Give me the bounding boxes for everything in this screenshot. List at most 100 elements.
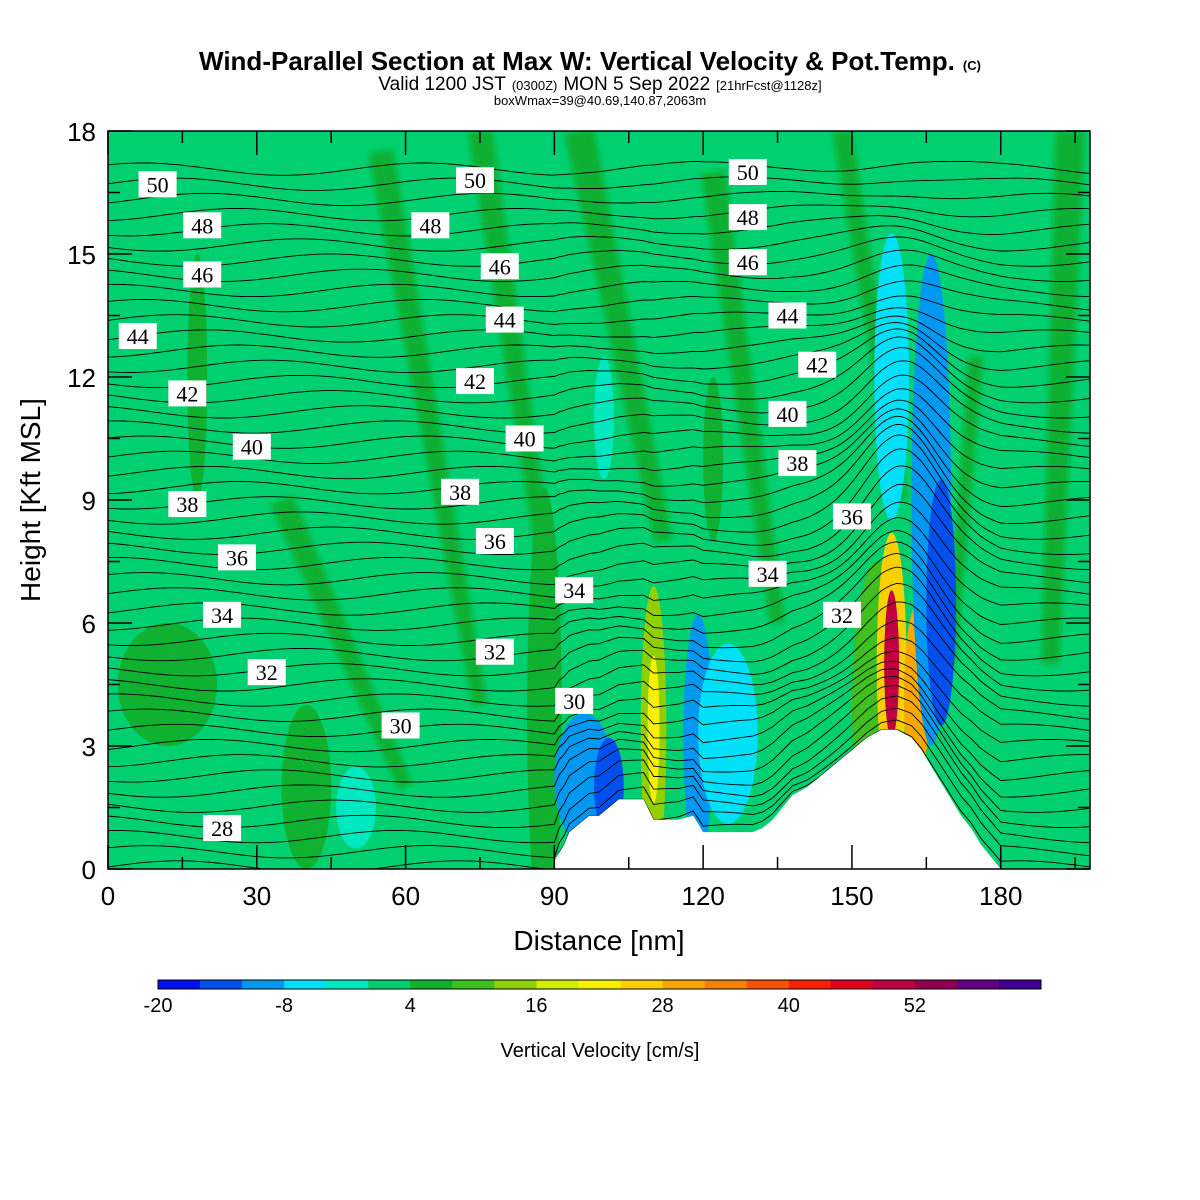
contour-label: 38 bbox=[449, 480, 471, 505]
theta-contour bbox=[108, 465, 1090, 571]
colorbar-swatch bbox=[200, 980, 243, 989]
contour-label-box bbox=[555, 577, 594, 604]
chart-title: Wind-Parallel Section at Max W: Vertical… bbox=[199, 46, 981, 76]
x-tick-label: 60 bbox=[391, 881, 420, 911]
velocity-cell bbox=[647, 655, 660, 804]
theta-contour bbox=[108, 529, 1090, 631]
theta-contour bbox=[108, 315, 1090, 358]
contour-label: 30 bbox=[390, 714, 412, 739]
colorbar-swatch bbox=[242, 980, 285, 989]
theta-contour bbox=[108, 695, 1090, 829]
x-tick-labels: 0 30 60 90 120 150 180 bbox=[101, 881, 1023, 911]
velocity-cell bbox=[187, 254, 208, 500]
axis-ticks bbox=[107, 130, 1090, 870]
contour-label-box bbox=[381, 712, 420, 739]
contour-label: 32 bbox=[256, 660, 278, 685]
theta-contour bbox=[108, 328, 1090, 389]
contour-label: 36 bbox=[484, 529, 506, 554]
theta-contour bbox=[108, 552, 1090, 662]
theta-contour bbox=[108, 501, 1090, 601]
box-wmax-info: boxWmax=39@40.69,140.87,2063m bbox=[494, 93, 706, 108]
contour-label-box bbox=[768, 400, 807, 427]
theta-contour bbox=[108, 684, 1090, 813]
x-tick-label: 150 bbox=[830, 881, 873, 911]
theta-contour bbox=[108, 215, 1090, 237]
x-tick-label: 90 bbox=[540, 881, 569, 911]
velocity-cell bbox=[594, 356, 614, 480]
x-tick-label: 120 bbox=[681, 881, 724, 911]
theta-contour bbox=[108, 517, 1090, 616]
contour-label-box bbox=[203, 601, 242, 628]
theta-contour bbox=[108, 707, 1090, 844]
contour-label: 48 bbox=[191, 213, 213, 238]
velocity-streak bbox=[368, 149, 488, 707]
y-tick-label: 15 bbox=[67, 240, 96, 270]
theta-contour bbox=[108, 415, 1090, 510]
theta-contour bbox=[108, 483, 1090, 586]
theta-contour bbox=[108, 637, 1090, 738]
contour-labels: 50 48 46 44 42 40 38 36 34 32 30 28 50 48 46 44 42 40 38 36… bbox=[118, 159, 871, 841]
x-tick-label: 180 bbox=[979, 881, 1022, 911]
colorbar-swatch bbox=[830, 980, 874, 989]
theta-contour bbox=[108, 160, 1090, 176]
theta-contour bbox=[108, 408, 1090, 495]
theta-contour bbox=[108, 176, 1090, 191]
contour-label: 44 bbox=[494, 308, 516, 333]
contour-label: 50 bbox=[737, 160, 759, 185]
theta-contour bbox=[108, 650, 1090, 753]
colorbar-swatch bbox=[368, 980, 411, 989]
colorbar-swatch bbox=[578, 980, 622, 989]
contour-label-box bbox=[138, 171, 177, 198]
velocity-cell bbox=[874, 233, 909, 521]
theta-contour bbox=[108, 322, 1090, 373]
colorbar-swatch bbox=[956, 980, 1000, 989]
contour-label-box bbox=[232, 433, 271, 460]
valid-time-line: Valid 1200 JST (0300Z) MON 5 Sep 2022 [21hr… bbox=[378, 74, 821, 95]
theta-contour bbox=[108, 225, 1090, 252]
contour-label-box bbox=[555, 687, 594, 714]
theta-contour bbox=[108, 719, 1090, 859]
y-tick-label: 9 bbox=[82, 486, 96, 516]
colorbar-swatch bbox=[620, 980, 664, 989]
theta-contour bbox=[108, 264, 1090, 298]
contour-label-box bbox=[217, 544, 256, 571]
theta-contour bbox=[108, 336, 1090, 404]
theta-contour bbox=[108, 360, 1090, 434]
colorbar-swatch bbox=[494, 980, 537, 989]
contour-label: 46 bbox=[737, 250, 759, 275]
contour-label: 42 bbox=[176, 381, 198, 406]
contour-label-box bbox=[728, 204, 767, 231]
colorbar-frame bbox=[157, 979, 1042, 990]
colorbar-swatch bbox=[536, 980, 579, 989]
contour-label: 32 bbox=[831, 603, 853, 628]
x-tick-label: 0 bbox=[101, 881, 115, 911]
colorbar-swatch bbox=[704, 980, 748, 989]
colorbar-tick-label: 4 bbox=[405, 995, 416, 1017]
y-tick-label: 12 bbox=[67, 363, 96, 393]
colorbar-swatch bbox=[410, 980, 453, 989]
theta-contour bbox=[108, 307, 1090, 343]
contour-label-box bbox=[728, 249, 767, 276]
colorbar-swatch bbox=[158, 980, 201, 989]
theta-contour bbox=[108, 295, 1090, 328]
x-tick-label: 30 bbox=[242, 881, 271, 911]
colorbar-swatch bbox=[326, 980, 369, 989]
contour-label: 38 bbox=[176, 492, 198, 517]
contour-label-box bbox=[832, 503, 871, 530]
contour-label: 28 bbox=[211, 816, 233, 841]
plot-area: 50 48 46 44 42 40 38 36 34 32 30 28 50 48 46 44 42 40 38 36… bbox=[108, 131, 1090, 869]
contour-label: 30 bbox=[563, 689, 585, 714]
contour-label-box bbox=[823, 601, 862, 628]
contour-label: 46 bbox=[489, 254, 511, 279]
theta-contour bbox=[108, 434, 1090, 540]
contour-label: 50 bbox=[147, 172, 169, 197]
contour-label: 50 bbox=[464, 168, 486, 193]
y-tick-label: 6 bbox=[82, 609, 96, 639]
contour-label: 34 bbox=[211, 603, 233, 628]
velocity-cell bbox=[336, 766, 376, 849]
colorbar-tick-label: -8 bbox=[275, 995, 293, 1017]
y-tick-label: 18 bbox=[67, 117, 96, 147]
contour-label-box bbox=[247, 659, 286, 686]
theta-contour bbox=[108, 236, 1090, 267]
